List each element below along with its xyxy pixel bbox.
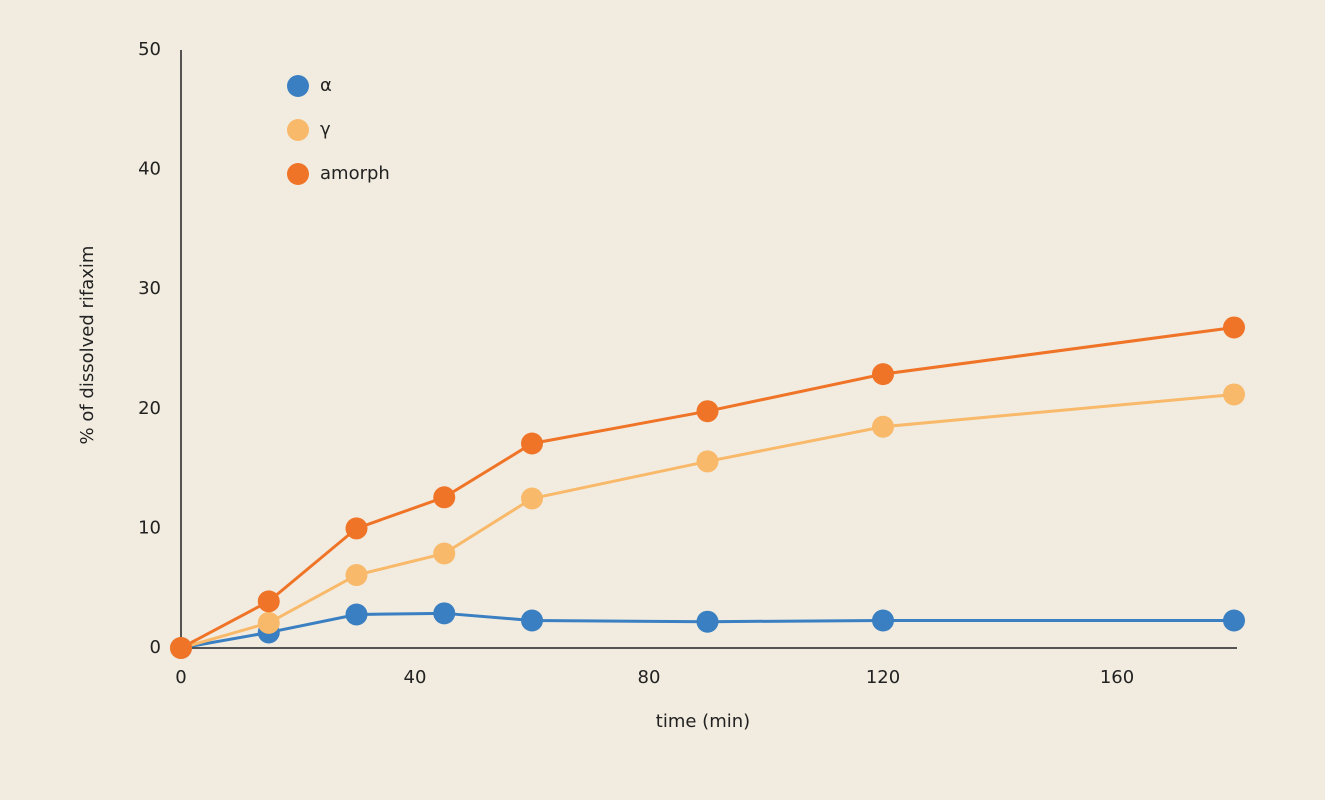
data-point bbox=[345, 517, 368, 540]
data-point bbox=[1223, 383, 1245, 406]
legend-marker bbox=[287, 75, 309, 97]
y-tick-label: 0 bbox=[150, 637, 161, 658]
data-point bbox=[433, 602, 456, 625]
data-point bbox=[521, 487, 543, 510]
series-line bbox=[180, 611, 1234, 650]
y-tick-label: 30 bbox=[138, 278, 161, 299]
legend-label: α bbox=[320, 75, 332, 96]
x-tick-label: 80 bbox=[638, 667, 661, 688]
legend-label: amorph bbox=[320, 163, 390, 184]
data-point bbox=[521, 432, 543, 455]
data-point bbox=[872, 609, 894, 632]
legend-marker bbox=[287, 119, 309, 141]
data-point bbox=[345, 564, 368, 587]
data-point bbox=[345, 603, 368, 626]
series-line bbox=[180, 392, 1235, 650]
x-axis-label: time (min) bbox=[656, 711, 750, 732]
data-point bbox=[170, 637, 192, 659]
data-point bbox=[257, 611, 280, 634]
y-tick-label: 40 bbox=[138, 159, 161, 180]
data-point bbox=[696, 610, 719, 633]
data-point bbox=[521, 609, 543, 632]
data-point bbox=[696, 450, 719, 473]
y-axis-label: % of dissolved rifaxim bbox=[77, 246, 98, 445]
data-point bbox=[1223, 609, 1245, 632]
y-tick-label: 10 bbox=[138, 517, 161, 538]
data-point bbox=[433, 542, 456, 565]
x-tick-label: 40 bbox=[404, 667, 427, 688]
data-point bbox=[433, 486, 456, 509]
legend-marker bbox=[287, 163, 309, 185]
data-point bbox=[696, 400, 719, 423]
data-point bbox=[872, 415, 894, 438]
y-tick-label: 50 bbox=[138, 39, 161, 60]
x-tick-label: 160 bbox=[1100, 667, 1134, 688]
data-point bbox=[872, 363, 894, 386]
x-tick-label: 120 bbox=[866, 667, 900, 688]
x-tick-label: 0 bbox=[175, 667, 186, 688]
legend-label: γ bbox=[320, 119, 331, 140]
y-tick-label: 20 bbox=[138, 398, 161, 419]
data-point bbox=[1223, 316, 1245, 339]
data-point bbox=[257, 590, 280, 613]
series-line bbox=[180, 325, 1235, 650]
